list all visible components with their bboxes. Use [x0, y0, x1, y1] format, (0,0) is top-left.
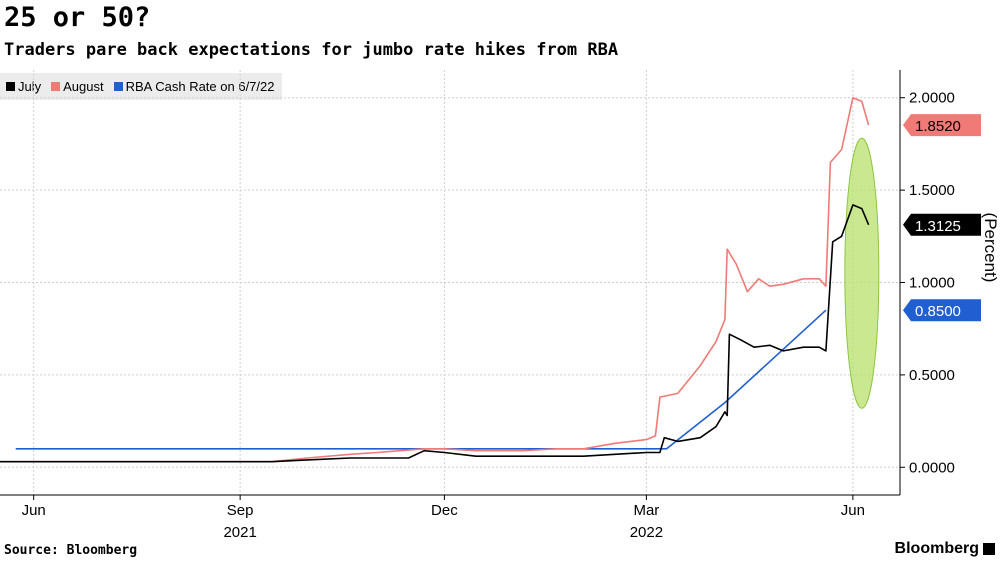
value-tag-0: [903, 213, 981, 236]
x-tick-label: Jun: [841, 502, 865, 519]
legend: July August RBA Cash Rate on 6/7/22: [0, 73, 283, 100]
y-tick-label: 2.0000: [909, 90, 955, 107]
series-line-august: [0, 96, 870, 463]
y-tick-label: 1.0000: [909, 275, 955, 292]
bloomberg-logo: Bloomberg: [895, 540, 995, 558]
legend-item-cash-rate: RBA Cash Rate on 6/7/22: [113, 79, 275, 94]
brand-square-icon: [983, 543, 995, 555]
brand-text: Bloomberg: [894, 540, 979, 557]
y-axis-label: (Percent): [981, 213, 1000, 283]
legend-item-august: August: [51, 79, 104, 94]
x-tick-label: Dec: [431, 502, 458, 519]
chart-subtitle: Traders pare back expectations for jumbo…: [4, 40, 619, 60]
x-tick-label: Mar: [633, 502, 659, 519]
series-line-rba-cash-rate-on-6-7-22: [15, 309, 827, 450]
y-tick-label: 0.5000: [909, 367, 955, 384]
legend-swatch-cash-rate: [113, 82, 123, 91]
value-tag-label: 1.3125: [915, 218, 961, 235]
value-tag-2: [903, 299, 981, 322]
chart-title: 25 or 50?: [4, 2, 151, 33]
highlight-ellipse: [844, 137, 880, 409]
value-tag-label: 1.8520: [915, 118, 961, 135]
legend-swatch-july: [6, 82, 15, 91]
legend-label-july: July: [18, 79, 42, 94]
x-year-label: 2021: [223, 524, 256, 541]
x-tick-label: Sep: [227, 502, 254, 519]
x-year-label: 2022: [630, 524, 663, 541]
legend-label-cash-rate: RBA Cash Rate on 6/7/22: [125, 79, 275, 94]
value-tag-1: [903, 114, 981, 137]
y-tick-label: 1.5000: [909, 182, 955, 199]
legend-item-july: July: [6, 79, 41, 94]
x-tick-label: Jun: [22, 502, 46, 519]
source-note: Source: Bloomberg: [4, 543, 138, 558]
legend-swatch-august: [51, 82, 61, 91]
series-line-july: [0, 204, 870, 463]
legend-label-august: August: [63, 79, 104, 94]
value-tag-label: 0.8500: [915, 303, 961, 320]
y-tick-label: 0.0000: [909, 459, 955, 476]
